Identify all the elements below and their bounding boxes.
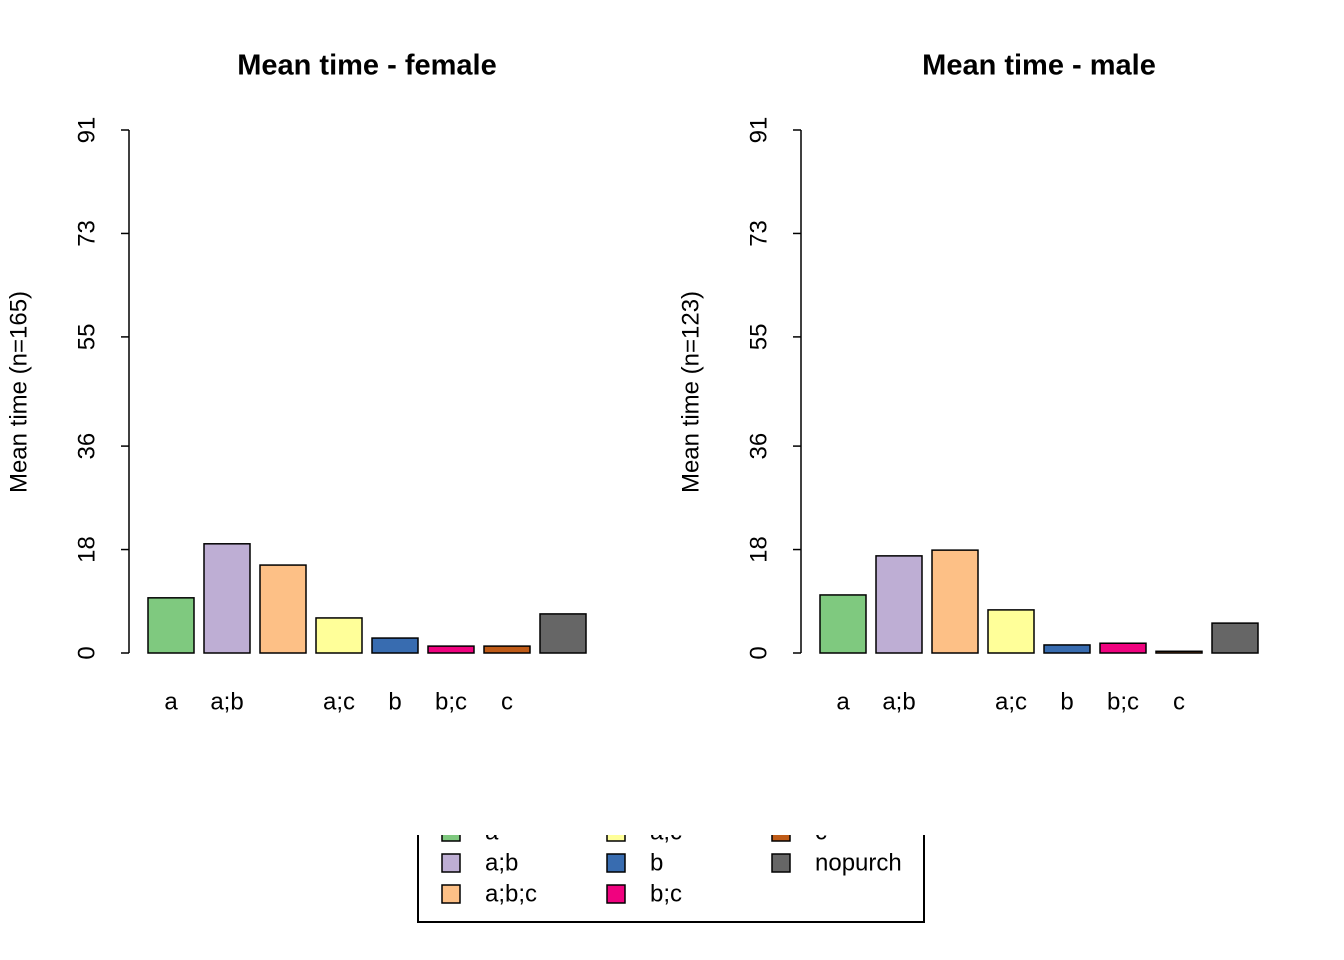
y-tick-label: 91 <box>73 117 100 144</box>
bar <box>1211 622 1259 654</box>
legend: a a;b a;b;c a;c b b;c c nopurch <box>417 818 925 923</box>
bar <box>539 613 587 654</box>
x-tick-label: a;b <box>882 688 915 715</box>
legend-swatch <box>771 835 791 842</box>
y-tick-label: 36 <box>745 433 772 460</box>
legend-swatch <box>771 853 791 873</box>
y-tick-label: 73 <box>745 220 772 247</box>
legend-label: b;c <box>650 880 682 907</box>
bar <box>1155 650 1203 654</box>
legend-swatch <box>606 884 626 904</box>
bar <box>819 594 867 654</box>
chart-title: Mean time - female <box>237 50 496 82</box>
y-tick-label: 18 <box>73 536 100 563</box>
y-tick-label: 0 <box>745 646 772 659</box>
x-tick-label: b <box>388 688 401 715</box>
x-tick-label: a <box>836 688 850 715</box>
x-tick-label: a <box>164 688 178 715</box>
bar <box>1043 644 1091 654</box>
x-tick-label: b;c <box>435 688 467 715</box>
legend-label: b <box>650 849 663 876</box>
legend-label: a <box>485 818 499 845</box>
legend-label: nopurch <box>815 849 902 876</box>
legend-label: a;b <box>485 849 518 876</box>
legend-swatch <box>441 853 461 873</box>
legend-label: a;c <box>650 818 682 845</box>
y-tick-label: 55 <box>73 324 100 351</box>
y-tick-label: 55 <box>745 324 772 351</box>
y-tick-label: 36 <box>73 433 100 460</box>
legend-label: c <box>815 818 827 845</box>
y-tick-label: 0 <box>73 646 100 659</box>
bar <box>987 609 1035 654</box>
y-tick-label: 18 <box>745 536 772 563</box>
x-tick-label: c <box>501 688 513 715</box>
legend-box <box>417 835 925 923</box>
bar <box>203 543 251 654</box>
x-tick-label: a;b <box>210 688 243 715</box>
chart-title: Mean time - male <box>922 50 1156 82</box>
x-tick-label: a;c <box>323 688 355 715</box>
bar <box>427 645 475 654</box>
bar <box>315 617 363 654</box>
bar <box>931 549 979 654</box>
y-axis-label: Mean time (n=123) <box>677 291 704 493</box>
bar <box>147 597 195 654</box>
legend-swatch <box>441 835 461 842</box>
bar <box>1099 642 1147 654</box>
legend-swatch <box>606 853 626 873</box>
bar <box>259 564 307 654</box>
x-tick-label: a;c <box>995 688 1027 715</box>
bar <box>483 645 531 654</box>
bar <box>371 637 419 654</box>
x-tick-label: c <box>1173 688 1185 715</box>
legend-label: a;b;c <box>485 880 537 907</box>
x-tick-label: b;c <box>1107 688 1139 715</box>
legend-swatch <box>606 835 626 842</box>
y-tick-label: 91 <box>745 117 772 144</box>
x-tick-label: b <box>1060 688 1073 715</box>
y-axis-label: Mean time (n=165) <box>5 291 32 493</box>
bar <box>875 555 923 654</box>
legend-swatch <box>441 884 461 904</box>
y-tick-label: 73 <box>73 220 100 247</box>
